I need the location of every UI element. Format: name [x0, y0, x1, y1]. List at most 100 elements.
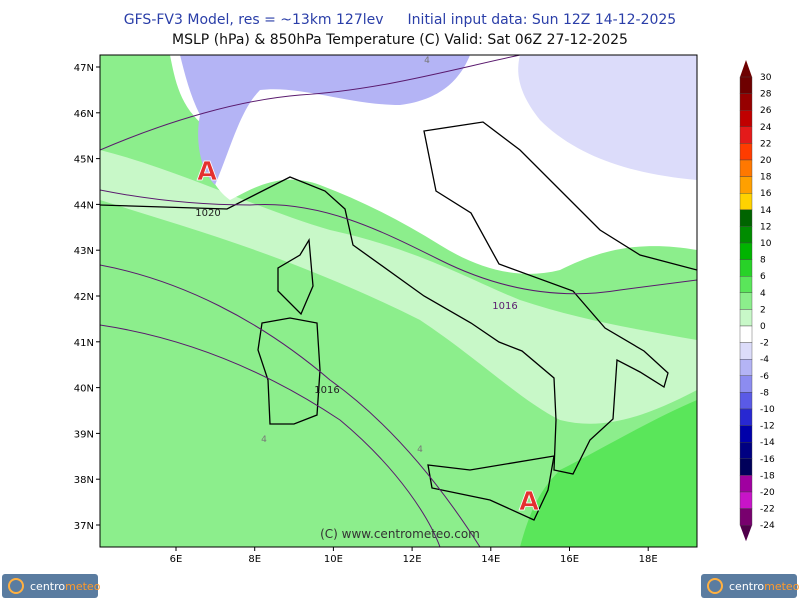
colorbar: 302826242220181614121086420-2-4-6-8-10-1…	[739, 73, 775, 542]
colorbar-label: 20	[760, 156, 772, 166]
logo-part: meteo	[65, 580, 101, 593]
logo-bg	[2, 574, 98, 598]
copyright: (C) www.centrometeo.com	[320, 527, 480, 541]
colorbar-label: 30	[760, 73, 772, 83]
logo-text: centrometeo	[30, 580, 101, 593]
colorbar-label: -10	[760, 405, 775, 415]
colorbar-label: -12	[760, 422, 775, 432]
isobar-label: 1020	[195, 208, 220, 219]
isotherm-label: 4	[417, 445, 423, 455]
colorbar-swatch	[739, 375, 753, 393]
colorbar-label: 22	[760, 139, 771, 149]
colorbar-label: -22	[760, 505, 775, 515]
colorbar-label: 4	[760, 289, 766, 299]
colorbar-label: 16	[760, 189, 772, 199]
colorbar-label: -20	[760, 488, 775, 498]
coastlines	[100, 121, 697, 521]
isobar	[100, 264, 481, 547]
lat-label: 45N	[74, 155, 94, 166]
logo-icon	[707, 578, 723, 594]
isobar	[100, 55, 521, 151]
lat-label: 47N	[74, 63, 94, 74]
isobars	[100, 55, 697, 547]
lat-label: 41N	[74, 338, 94, 349]
colorbar-swatch	[739, 93, 753, 111]
colorbar-swatch	[739, 209, 753, 227]
colorbar-swatch	[739, 392, 753, 410]
lat-label: 39N	[74, 429, 94, 440]
colorbar-swatch	[739, 309, 753, 327]
logo-left[interactable]: centrometeo	[2, 574, 101, 598]
temp-band-minus2	[518, 55, 697, 180]
colorbar-swatch	[739, 109, 753, 127]
colorbar-swatch	[739, 458, 753, 476]
colorbar-swatch	[739, 176, 753, 194]
logo-icon	[8, 578, 24, 594]
colorbar-swatch	[739, 491, 753, 509]
colorbar-label: -6	[760, 372, 769, 382]
isobar	[100, 189, 697, 295]
colorbar-label: -24	[760, 521, 775, 531]
colorbar-label: -16	[760, 455, 775, 465]
lat-label: 40N	[74, 384, 94, 395]
colorbar-label: 14	[760, 206, 772, 216]
colorbar-swatch	[739, 259, 753, 277]
colorbar-swatch	[739, 76, 753, 94]
map-area	[100, 55, 697, 547]
colorbar-label: 18	[760, 173, 772, 183]
colorbar-swatch	[739, 425, 753, 443]
colorbar-label: 10	[760, 239, 772, 249]
logo-right[interactable]: centrometeo	[701, 574, 800, 598]
lat-label: 42N	[74, 292, 94, 303]
italy-coast	[100, 121, 697, 475]
colorbar-swatch	[739, 126, 753, 144]
high-marker: A	[519, 487, 539, 517]
colorbar-label: -4	[760, 355, 769, 365]
colorbar-label: 0	[760, 322, 766, 332]
colorbar-label: 6	[760, 272, 766, 282]
lat-label: 44N	[74, 200, 94, 211]
model-info: GFS-FV3 Model, res = ~13km 127lev	[124, 12, 384, 28]
lat-axis: 47N 46N 45N 44N 43N 42N 41N 40N 39N 38N 37N	[74, 63, 100, 532]
colorbar-swatch	[739, 408, 753, 426]
lat-label: 38N	[74, 475, 94, 486]
logo-part: meteo	[764, 580, 800, 593]
colorbar-swatch	[739, 226, 753, 244]
map-frame	[99, 54, 698, 548]
corsica	[277, 237, 314, 316]
lat-label: 37N	[74, 521, 94, 532]
sicily	[427, 455, 555, 521]
lon-axis: 6E 8E 10E 12E 14E 16E 18E	[170, 547, 658, 565]
colorbar-swatch	[739, 442, 753, 460]
temp-band-6	[520, 400, 697, 547]
colorbar-label: -8	[760, 388, 769, 398]
colorbar-label: 26	[760, 106, 772, 116]
logo-part: centro	[30, 580, 65, 593]
colorbar-swatch	[739, 292, 753, 310]
colorbar-label: 2	[760, 305, 766, 315]
lat-label: 46N	[74, 109, 94, 120]
colorbar-label: -14	[760, 438, 775, 448]
colorbar-swatch	[739, 475, 753, 493]
colorbar-swatch	[739, 192, 753, 210]
sardinia	[257, 317, 321, 425]
isotherm-label: 4	[261, 435, 267, 445]
isobar-label: 1016	[492, 301, 517, 312]
logo-part: centro	[729, 580, 764, 593]
colorbar-swatch	[739, 325, 753, 343]
lon-label: 12E	[403, 554, 422, 565]
lon-label: 8E	[248, 554, 261, 565]
colorbar-label: 24	[760, 123, 772, 133]
init-info: Initial input data: Sun 12Z 14-12-2025	[408, 12, 677, 28]
logo-text: centrometeo	[729, 580, 800, 593]
isobar-label: 1016	[314, 385, 339, 396]
isobar	[100, 324, 441, 547]
temp-band-minus4	[180, 55, 470, 185]
colorbar-bottom-arrow	[740, 525, 752, 542]
lat-label: 43N	[74, 246, 94, 257]
high-marker: A	[197, 157, 217, 187]
lon-label: 16E	[560, 554, 579, 565]
colorbar-label: 28	[760, 90, 772, 100]
